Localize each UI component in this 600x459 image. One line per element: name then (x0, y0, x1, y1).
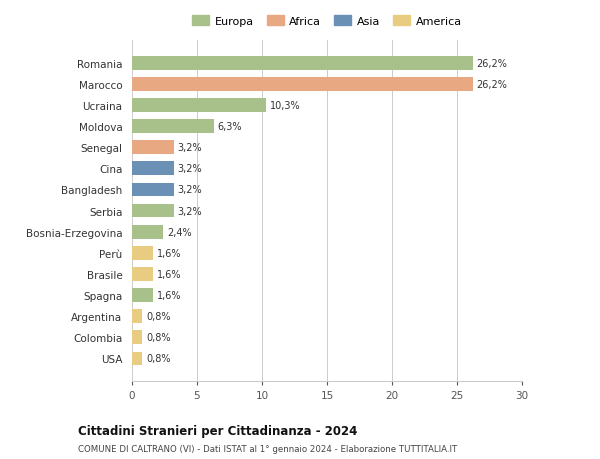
Bar (132, 120, 214, 134)
Bar (132, 268, 153, 281)
Text: 10,3%: 10,3% (270, 101, 301, 111)
Bar (132, 162, 173, 176)
Bar (132, 57, 473, 70)
Text: 1,6%: 1,6% (157, 291, 181, 301)
Text: 1,6%: 1,6% (157, 269, 181, 280)
Bar (132, 78, 473, 91)
Text: COMUNE DI CALTRANO (VI) - Dati ISTAT al 1° gennaio 2024 - Elaborazione TUTTITALI: COMUNE DI CALTRANO (VI) - Dati ISTAT al … (78, 444, 457, 453)
Bar (132, 141, 173, 155)
Bar (132, 225, 163, 239)
Text: 0,8%: 0,8% (146, 354, 171, 364)
Bar (132, 331, 142, 344)
Text: 0,8%: 0,8% (146, 333, 171, 342)
Bar (132, 246, 153, 260)
Text: 3,2%: 3,2% (178, 164, 202, 174)
Text: 6,3%: 6,3% (218, 122, 242, 132)
Text: 3,2%: 3,2% (178, 143, 202, 153)
Bar (132, 183, 173, 197)
Legend: Europa, Africa, Asia, America: Europa, Africa, Asia, America (190, 14, 464, 29)
Text: 26,2%: 26,2% (476, 80, 508, 90)
Text: 2,4%: 2,4% (167, 227, 192, 237)
Bar (132, 204, 173, 218)
Bar (132, 352, 142, 365)
Bar (132, 99, 266, 112)
Text: 3,2%: 3,2% (178, 206, 202, 216)
Bar (132, 310, 142, 324)
Bar (132, 289, 153, 302)
Text: 0,8%: 0,8% (146, 312, 171, 321)
Text: 3,2%: 3,2% (178, 185, 202, 195)
Text: 1,6%: 1,6% (157, 248, 181, 258)
Text: Cittadini Stranieri per Cittadinanza - 2024: Cittadini Stranieri per Cittadinanza - 2… (78, 425, 358, 437)
Text: 26,2%: 26,2% (476, 59, 508, 68)
